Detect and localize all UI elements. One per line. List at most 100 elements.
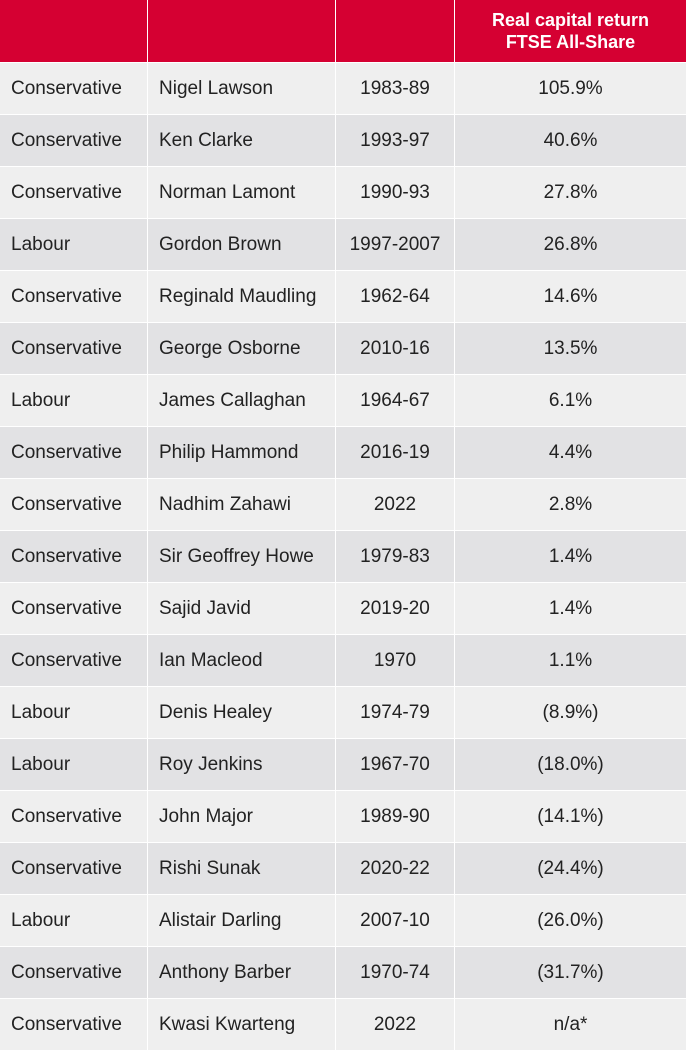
table-body: Conservative Nigel Lawson 1983-89 105.9% Con… [0, 63, 686, 1051]
header-real-capital-return: Real capital return FTSE All-Share [455, 0, 686, 63]
return-cell: 6.1% [455, 375, 686, 427]
name-cell: Nigel Lawson [148, 63, 336, 115]
name-cell: Philip Hammond [148, 427, 336, 479]
years-cell: 1974-79 [336, 687, 455, 739]
header-row: Real capital return FTSE All-Share [0, 0, 686, 63]
name-cell: Kwasi Kwarteng [148, 999, 336, 1051]
party-cell: Conservative [0, 479, 148, 531]
return-cell: 4.4% [455, 427, 686, 479]
years-cell: 2016-19 [336, 427, 455, 479]
party-cell: Conservative [0, 791, 148, 843]
return-cell: 105.9% [455, 63, 686, 115]
table-row: Labour Alistair Darling 2007-10 (26.0%) [0, 895, 686, 947]
header-line-2: FTSE All-Share [505, 32, 636, 52]
table-row: Conservative John Major 1989-90 (14.1%) [0, 791, 686, 843]
table-row: Conservative Nigel Lawson 1983-89 105.9% [0, 63, 686, 115]
party-cell: Conservative [0, 635, 148, 687]
years-cell: 1979-83 [336, 531, 455, 583]
return-cell: (26.0%) [455, 895, 686, 947]
return-cell: n/a* [455, 999, 686, 1051]
name-cell: Nadhim Zahawi [148, 479, 336, 531]
return-cell: (31.7%) [455, 947, 686, 999]
table-row: Conservative Sir Geoffrey Howe 1979-83 1.4% [0, 531, 686, 583]
party-cell: Labour [0, 739, 148, 791]
name-cell: Anthony Barber [148, 947, 336, 999]
party-cell: Conservative [0, 271, 148, 323]
return-cell: 27.8% [455, 167, 686, 219]
header-years [336, 0, 455, 63]
party-cell: Conservative [0, 167, 148, 219]
table-row: Labour Roy Jenkins 1967-70 (18.0%) [0, 739, 686, 791]
table-row: Conservative Ian Macleod 1970 1.1% [0, 635, 686, 687]
header-party [0, 0, 148, 63]
name-cell: John Major [148, 791, 336, 843]
return-cell: 26.8% [455, 219, 686, 271]
name-cell: George Osborne [148, 323, 336, 375]
years-cell: 1990-93 [336, 167, 455, 219]
party-cell: Conservative [0, 115, 148, 167]
table-row: Labour James Callaghan 1964-67 6.1% [0, 375, 686, 427]
return-cell: 1.4% [455, 583, 686, 635]
name-cell: Sajid Javid [148, 583, 336, 635]
party-cell: Conservative [0, 531, 148, 583]
header-name [148, 0, 336, 63]
table-row: Conservative George Osborne 2010-16 13.5% [0, 323, 686, 375]
name-cell: Roy Jenkins [148, 739, 336, 791]
years-cell: 1967-70 [336, 739, 455, 791]
years-cell: 1970-74 [336, 947, 455, 999]
party-cell: Conservative [0, 63, 148, 115]
return-cell: 40.6% [455, 115, 686, 167]
party-cell: Conservative [0, 427, 148, 479]
years-cell: 1989-90 [336, 791, 455, 843]
return-cell: (18.0%) [455, 739, 686, 791]
name-cell: Norman Lamont [148, 167, 336, 219]
years-cell: 2019-20 [336, 583, 455, 635]
table-row: Conservative Anthony Barber 1970-74 (31.7%) [0, 947, 686, 999]
name-cell: Rishi Sunak [148, 843, 336, 895]
years-cell: 2010-16 [336, 323, 455, 375]
table-row: Conservative Reginald Maudling 1962-64 14.6… [0, 271, 686, 323]
return-cell: 13.5% [455, 323, 686, 375]
table-row: Conservative Philip Hammond 2016-19 4.4% [0, 427, 686, 479]
years-cell: 1970 [336, 635, 455, 687]
years-cell: 2020-22 [336, 843, 455, 895]
return-cell: (24.4%) [455, 843, 686, 895]
return-cell: (14.1%) [455, 791, 686, 843]
years-cell: 1993-97 [336, 115, 455, 167]
table-row: Labour Gordon Brown 1997-2007 26.8% [0, 219, 686, 271]
party-cell: Conservative [0, 947, 148, 999]
name-cell: Alistair Darling [148, 895, 336, 947]
years-cell: 1983-89 [336, 63, 455, 115]
table-row: Conservative Kwasi Kwarteng 2022 n/a* [0, 999, 686, 1051]
return-cell: 1.1% [455, 635, 686, 687]
years-cell: 2007-10 [336, 895, 455, 947]
name-cell: Reginald Maudling [148, 271, 336, 323]
name-cell: James Callaghan [148, 375, 336, 427]
years-cell: 1964-67 [336, 375, 455, 427]
table-row: Conservative Nadhim Zahawi 2022 2.8% [0, 479, 686, 531]
table-row: Conservative Rishi Sunak 2020-22 (24.4%) [0, 843, 686, 895]
party-cell: Conservative [0, 999, 148, 1051]
party-cell: Conservative [0, 843, 148, 895]
party-cell: Conservative [0, 323, 148, 375]
years-cell: 2022 [336, 479, 455, 531]
name-cell: Denis Healey [148, 687, 336, 739]
party-cell: Labour [0, 687, 148, 739]
name-cell: Gordon Brown [148, 219, 336, 271]
header-line-1: Real capital return [491, 10, 650, 30]
name-cell: Ken Clarke [148, 115, 336, 167]
table-row: Conservative Ken Clarke 1993-97 40.6% [0, 115, 686, 167]
party-cell: Labour [0, 219, 148, 271]
years-cell: 2022 [336, 999, 455, 1051]
party-cell: Conservative [0, 583, 148, 635]
party-cell: Labour [0, 375, 148, 427]
return-cell: (8.9%) [455, 687, 686, 739]
years-cell: 1962-64 [336, 271, 455, 323]
party-cell: Labour [0, 895, 148, 947]
name-cell: Ian Macleod [148, 635, 336, 687]
table-row: Conservative Sajid Javid 2019-20 1.4% [0, 583, 686, 635]
years-cell: 1997-2007 [336, 219, 455, 271]
table-row: Labour Denis Healey 1974-79 (8.9%) [0, 687, 686, 739]
